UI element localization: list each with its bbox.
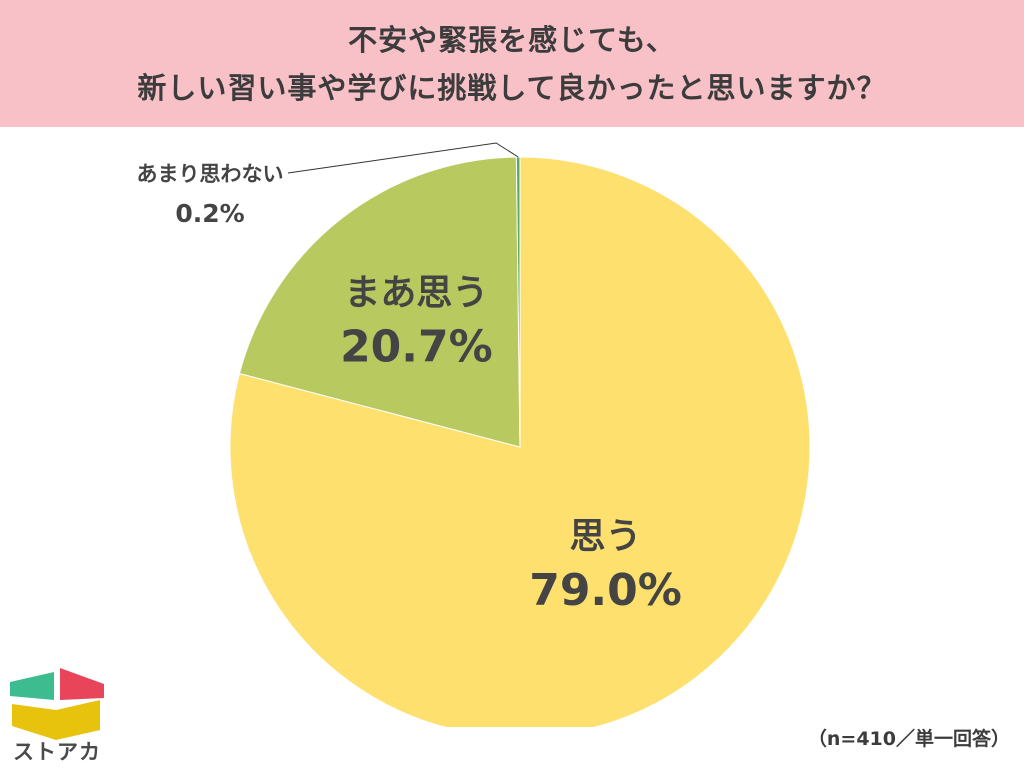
pie-slice-2 (238, 156, 521, 448)
slice-value-2: 20.7% (340, 321, 493, 372)
logo-red-shape (60, 668, 104, 700)
storeaka-logo-icon (10, 668, 104, 740)
chart-title-line-1: 不安や緊張を感じても、 (348, 22, 676, 57)
slice-label-2: まあ思う (344, 272, 488, 313)
logo-green-shape (10, 672, 54, 700)
pie-chart: 思う 79.0% まあ思う 20.7% あまり思わない 0.2% (137, 142, 811, 727)
logo-text: ストアカ (13, 740, 101, 764)
sample-note: （n=410／単一回答） (807, 728, 1010, 750)
slice-value-1: 79.0% (529, 565, 682, 616)
slice-label-1: 思う (570, 516, 642, 557)
slice-value-3: 0.2% (175, 199, 244, 228)
chart-title-line-2: 新しい習い事や学びに挑戦して良かったと思いますか？ (137, 70, 887, 105)
chart-title-banner: 不安や緊張を感じても、 新しい習い事や学びに挑戦して良かったと思いますか？ (0, 0, 1024, 127)
slice-label-3: あまり思わない (137, 162, 284, 186)
logo-yellow-shape (12, 700, 100, 740)
leader-line (287, 142, 519, 174)
